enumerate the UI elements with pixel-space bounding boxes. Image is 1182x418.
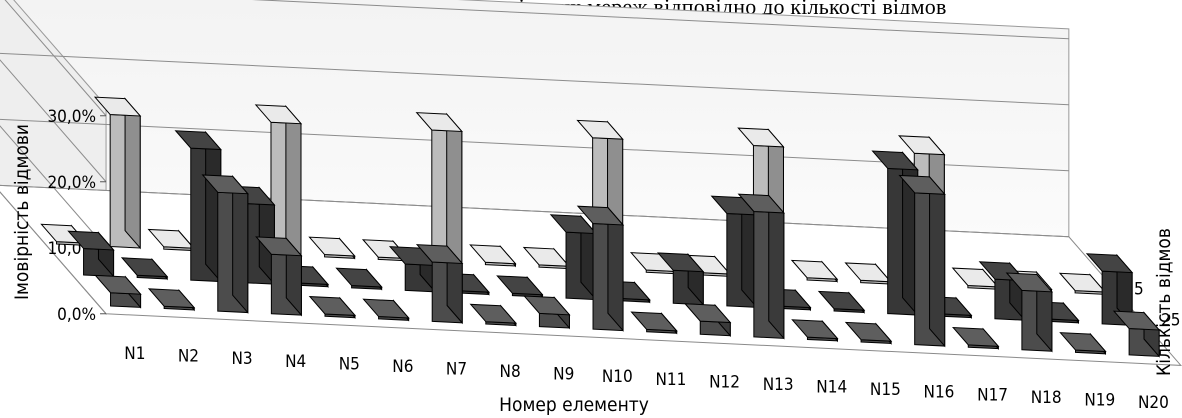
gridline bbox=[4, 0, 1069, 117]
bar-N9-50 bbox=[523, 295, 571, 330]
y-tick-label: 30,0% bbox=[47, 107, 96, 127]
bar-N1-50 bbox=[94, 274, 142, 309]
chart-bars bbox=[40, 96, 1161, 358]
bar-N16-50 bbox=[898, 174, 946, 348]
chart-gridlines bbox=[0, 0, 1069, 315]
bar-N3-25 bbox=[174, 130, 222, 283]
bar-N8-50 bbox=[469, 303, 517, 327]
bar-N11-50 bbox=[630, 311, 678, 335]
bar-N15-25 bbox=[817, 290, 866, 314]
bar-N9-5 bbox=[469, 244, 517, 268]
y-axis-title: Імовірність відмови bbox=[11, 124, 33, 300]
bar-N10-50 bbox=[576, 205, 625, 332]
x-tick-label: N10 bbox=[602, 367, 633, 387]
x-tick-label: N20 bbox=[1138, 393, 1169, 413]
bar-N14-50 bbox=[791, 319, 839, 343]
bar-N13-50 bbox=[737, 193, 786, 340]
bar-N19-50 bbox=[1059, 332, 1107, 356]
bar-N6-50 bbox=[362, 298, 410, 322]
x-tick-label: N3 bbox=[231, 349, 252, 369]
x-tick-label: N18 bbox=[1031, 388, 1062, 408]
bar-N6-25 bbox=[335, 267, 383, 291]
bar-N2-5 bbox=[93, 96, 142, 250]
bar-N3-5 bbox=[147, 228, 195, 252]
bar-N20-50 bbox=[1112, 310, 1161, 358]
bar-N7-25 bbox=[388, 246, 437, 294]
depth-tick-label: 5 bbox=[1134, 279, 1144, 299]
x-tick-label: N14 bbox=[816, 378, 847, 398]
bar-N6-5 bbox=[308, 236, 356, 260]
x-tick-label: N12 bbox=[709, 372, 740, 392]
x-tick-label: N19 bbox=[1084, 390, 1115, 410]
bar-N9-25 bbox=[496, 275, 544, 299]
x-tick-label: N8 bbox=[500, 362, 521, 382]
bar-N12-50 bbox=[683, 303, 732, 338]
x-tick-label: N1 bbox=[124, 344, 145, 364]
depth-axis-ticks: 52550 bbox=[1134, 279, 1180, 330]
y-tick-label: 0,0% bbox=[57, 305, 96, 325]
depth-tick-label: 25 bbox=[1161, 310, 1180, 330]
bar-N18-5 bbox=[951, 267, 1000, 291]
y-tick-label: 20,0% bbox=[47, 173, 96, 193]
bar-N13-25 bbox=[710, 195, 759, 309]
x-tick-label: N6 bbox=[392, 357, 413, 377]
bar-N4-25 bbox=[228, 185, 276, 286]
x-tick-label: N17 bbox=[977, 385, 1008, 405]
bar-N5-5 bbox=[254, 104, 303, 258]
bar-N5-50 bbox=[308, 296, 357, 320]
gridline bbox=[0, 118, 1069, 249]
x-tick-label: N11 bbox=[655, 370, 686, 390]
bar-N17-50 bbox=[952, 326, 1000, 350]
x-axis-title: Номер елементу bbox=[499, 394, 649, 416]
bar-N12-25 bbox=[656, 252, 705, 307]
bar-N2-25 bbox=[120, 257, 169, 281]
x-tick-label: N9 bbox=[553, 365, 574, 385]
bar-N15-5 bbox=[790, 259, 839, 283]
x-tick-label: N7 bbox=[446, 360, 467, 380]
bar-N2-50 bbox=[147, 288, 196, 312]
depth-axis-title: Кількість відмов bbox=[1153, 228, 1175, 376]
bar-N4-50 bbox=[255, 236, 303, 317]
bar-N18-50 bbox=[1005, 272, 1054, 353]
bar-N16-25 bbox=[871, 150, 919, 317]
gridline bbox=[0, 184, 1069, 315]
bar-N1-25 bbox=[67, 230, 115, 278]
x-tick-label: N2 bbox=[178, 347, 199, 367]
x-tick-label: N15 bbox=[870, 380, 901, 400]
bar-N3-50 bbox=[201, 174, 249, 314]
x-tick-label: N13 bbox=[763, 375, 794, 395]
x-tick-label: N5 bbox=[339, 354, 360, 374]
bar-N8-5 bbox=[415, 112, 463, 265]
gridline bbox=[0, 52, 1069, 183]
x-axis-ticks: N1 N2 N3 N4 N5 N6 N7 N8 N9 N10 N11 N12 N13 N14 N15 N16 N… bbox=[124, 344, 1169, 413]
bar-N7-50 bbox=[415, 244, 464, 325]
x-tick-label: N4 bbox=[285, 352, 306, 372]
bar-N15-50 bbox=[844, 321, 893, 345]
x-tick-label: N16 bbox=[924, 383, 955, 403]
